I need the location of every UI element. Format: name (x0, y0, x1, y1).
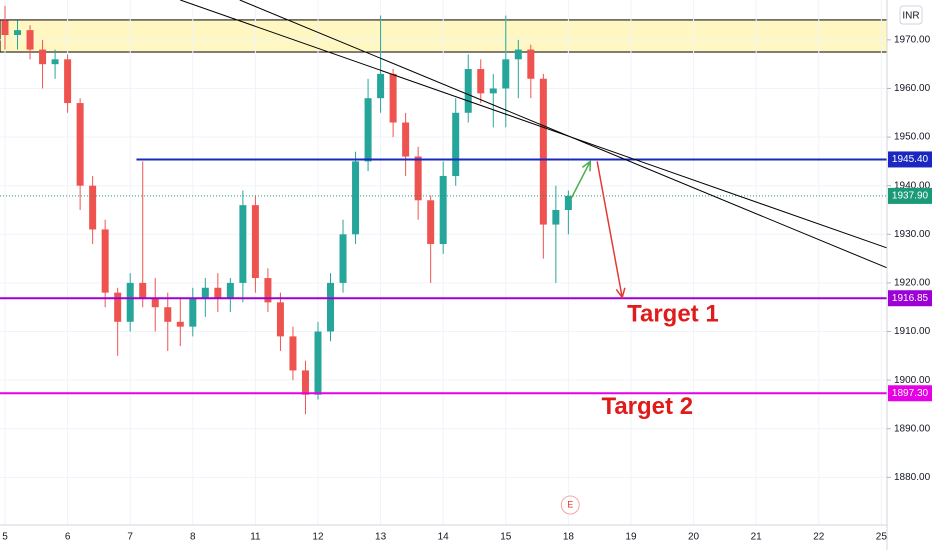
candle-body (327, 282, 335, 332)
candle-body (176, 321, 184, 327)
price-tag-label: 1897.30 (892, 388, 929, 399)
y-tick-label: 1920.00 (894, 278, 931, 289)
candle-body (14, 30, 22, 35)
candle-body (26, 30, 34, 50)
candle-body (402, 122, 410, 157)
candle-body (276, 302, 284, 337)
x-tick-label: 6 (65, 532, 71, 543)
candle-body (364, 98, 372, 162)
trendline (239, 0, 888, 269)
candle-body (464, 69, 472, 113)
candle-body (339, 234, 347, 283)
x-tick-label: 25 (876, 532, 888, 543)
x-tick-label: 8 (190, 532, 196, 543)
y-tick-label: 1960.00 (894, 83, 931, 94)
x-tick-label: 18 (563, 532, 575, 543)
candle-body (314, 331, 322, 395)
candle-body (414, 156, 422, 201)
trendline (180, 0, 888, 249)
candle-body (301, 370, 309, 395)
x-tick-label: 13 (375, 532, 387, 543)
event-marker (560, 495, 580, 515)
candle-body (264, 278, 272, 303)
x-tick-label: 22 (813, 532, 825, 543)
arrow-head (581, 159, 592, 172)
candle-body (352, 161, 360, 235)
candle-body (226, 282, 234, 298)
candle-body (76, 103, 84, 186)
candle-body (151, 297, 159, 308)
candle-body (64, 59, 72, 104)
candle-body (489, 88, 497, 94)
candle-body (552, 210, 560, 225)
y-tick-label: 1880.00 (894, 472, 931, 483)
candle-body (527, 49, 535, 79)
event-label: E (567, 499, 573, 509)
currency-box[interactable] (899, 5, 923, 25)
y-tick-label: 1940.00 (894, 180, 931, 191)
candle-body (89, 185, 97, 230)
price-tag-label: 1945.40 (892, 154, 929, 165)
candle-body (564, 195, 572, 210)
candle-body (452, 112, 460, 176)
candle-body (126, 282, 134, 322)
candle-body (101, 229, 109, 293)
candle-body (51, 59, 59, 65)
y-tick-label: 1930.00 (894, 229, 931, 240)
price-tag (888, 151, 932, 168)
candle-body (214, 287, 222, 298)
candle-body (114, 292, 122, 322)
arrow (596, 161, 623, 298)
y-tick-label: 1970.00 (894, 35, 931, 46)
currency: INR (902, 11, 919, 22)
candle-body (289, 336, 297, 371)
y-tick-label: 1910.00 (894, 326, 931, 337)
x-tick-label: 5 (2, 532, 8, 543)
candle-body (1, 20, 9, 35)
price-tag-label: 1937.90 (892, 191, 929, 202)
y-tick-label: 1900.00 (894, 375, 931, 386)
x-tick-label: 14 (438, 532, 450, 543)
candle-body (514, 49, 522, 60)
price-tag-label: 1916.85 (892, 293, 929, 304)
candle-body (201, 287, 209, 298)
overlay: Target 1 Target 2 E (0, 0, 888, 515)
x-tick-label: 19 (625, 532, 637, 543)
annotation: Target 2 (601, 393, 693, 420)
candle-body (502, 59, 510, 89)
arrow-head (615, 287, 626, 300)
price-tag (888, 290, 932, 307)
candle-body (377, 73, 385, 99)
y-tick-label: 1890.00 (894, 423, 931, 434)
underlay (0, 0, 888, 525)
x-tick-label: 12 (312, 532, 324, 543)
plot (1, 5, 572, 415)
price-tag (888, 187, 932, 204)
x-tick-label: 7 (127, 532, 133, 543)
x-tick-label: 21 (751, 532, 763, 543)
candle-body (477, 69, 485, 94)
y-tick-label: 1950.00 (894, 132, 931, 143)
candle-body (251, 205, 259, 279)
x-tick-label: 15 (500, 532, 512, 543)
arrow (569, 161, 591, 201)
annotation: Target 1 (627, 300, 719, 327)
price-tag (888, 385, 932, 402)
candle-body (39, 49, 47, 65)
candle-body (539, 78, 547, 225)
x-tick-label: 11 (250, 532, 261, 543)
candle-body (427, 200, 435, 245)
x-tick-label: 20 (688, 532, 700, 543)
candle-body (439, 175, 447, 245)
candle-body (239, 205, 247, 283)
candle-body (189, 297, 197, 327)
candle-body (164, 307, 172, 322)
candle-body (139, 282, 147, 298)
candle-body (389, 73, 397, 123)
